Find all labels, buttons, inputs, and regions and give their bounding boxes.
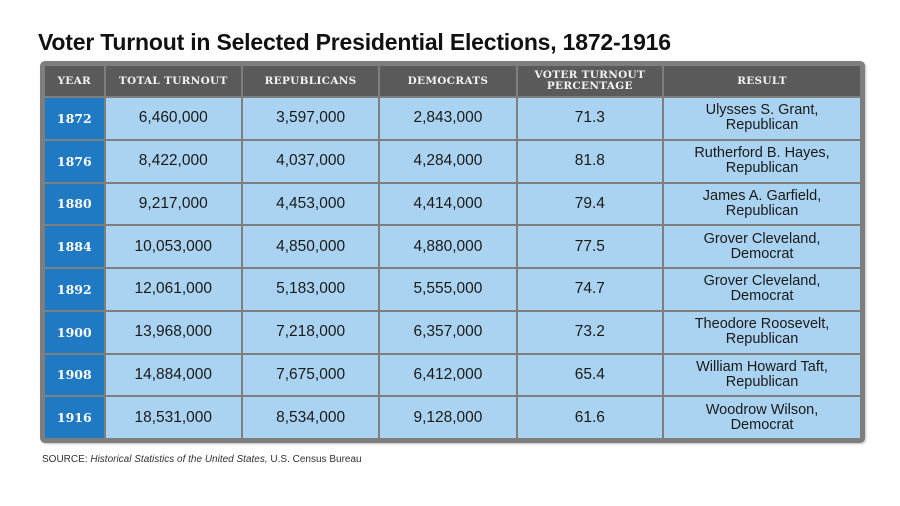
- republicans-cell: 8,534,000: [242, 397, 379, 438]
- year-cell: 1876: [45, 140, 104, 182]
- total-turnout-cell: 12,061,000: [105, 269, 241, 310]
- democrats-cell: 4,414,000: [380, 183, 516, 225]
- column-header-year: Year: [45, 66, 104, 96]
- result-cell: Rutherford B. Hayes, Republican: [664, 140, 860, 182]
- year-cell: 1884: [45, 226, 104, 267]
- column-header-republicans: Republicans: [242, 66, 379, 96]
- result-party: Democrat: [730, 288, 794, 305]
- democrats-cell: 6,357,000: [380, 311, 516, 353]
- total-turnout-cell: 9,217,000: [105, 183, 241, 225]
- total-turnout-cell: 14,884,000: [105, 354, 241, 396]
- table-row: 1892 12,061,000 5,183,000 5,555,000 74.7…: [45, 269, 860, 310]
- result-winner: James A. Garfield,: [702, 187, 822, 204]
- result-cell: William Howard Taft, Republican: [664, 354, 860, 396]
- year-cell: 1880: [45, 183, 104, 225]
- column-header-democrats: Democrats: [380, 66, 516, 96]
- democrats-cell: 6,412,000: [380, 354, 516, 396]
- result-cell: Grover Cleveland, Democrat: [664, 226, 860, 267]
- total-turnout-cell: 18,531,000: [105, 397, 241, 438]
- chart-title: Voter Turnout in Selected Presidential E…: [38, 29, 671, 55]
- total-turnout-cell: 10,053,000: [105, 226, 241, 267]
- result-cell: Grover Cleveland, Democrat: [664, 269, 860, 310]
- table-row: 1916 18,531,000 8,534,000 9,128,000 61.6…: [45, 397, 860, 438]
- democrats-cell: 2,843,000: [380, 98, 516, 139]
- result-winner: Rutherford B. Hayes,: [694, 145, 830, 162]
- total-turnout-cell: 8,422,000: [105, 140, 241, 182]
- result-winner: Woodrow Wilson,: [705, 401, 819, 418]
- table-row: 1880 9,217,000 4,453,000 4,414,000 79.4 …: [45, 183, 860, 225]
- result-party: Democrat: [730, 245, 794, 262]
- result-winner: Theodore Roosevelt,: [694, 316, 830, 333]
- table-row: 1884 10,053,000 4,850,000 4,880,000 77.5…: [45, 226, 860, 267]
- header-row: Year Total Turnout Republicans Democrats…: [45, 66, 860, 96]
- turnout-percentage-cell: 81.8: [517, 140, 663, 182]
- year-cell: 1892: [45, 269, 104, 310]
- source-note: SOURCE: Historical Statistics of the Uni…: [42, 454, 362, 465]
- result-cell: James A. Garfield, Republican: [664, 183, 860, 225]
- turnout-percentage-cell: 79.4: [517, 183, 663, 225]
- turnout-table: Year Total Turnout Republicans Democrats…: [43, 64, 862, 440]
- republicans-cell: 7,675,000: [242, 354, 379, 396]
- republicans-cell: 4,453,000: [242, 183, 379, 225]
- column-header-total-turnout: Total Turnout: [105, 66, 241, 96]
- democrats-cell: 5,555,000: [380, 269, 516, 310]
- democrats-cell: 9,128,000: [380, 397, 516, 438]
- column-header-result: Result: [664, 66, 860, 96]
- republicans-cell: 4,850,000: [242, 226, 379, 267]
- year-cell: 1908: [45, 354, 104, 396]
- turnout-percentage-cell: 73.2: [517, 311, 663, 353]
- total-turnout-cell: 6,460,000: [105, 98, 241, 139]
- column-header-turnout-percentage: Voter Turnout Percentage: [517, 66, 663, 96]
- result-winner: William Howard Taft,: [696, 358, 828, 375]
- source-publisher: U.S. Census Bureau: [270, 454, 362, 465]
- result-cell: Ulysses S. Grant, Republican: [664, 98, 860, 139]
- turnout-percentage-cell: 74.7: [517, 269, 663, 310]
- democrats-cell: 4,880,000: [380, 226, 516, 267]
- result-winner: Grover Cleveland,: [703, 230, 821, 247]
- result-party: Republican: [725, 117, 799, 134]
- result-party: Republican: [725, 373, 799, 390]
- source-title: Historical Statistics of the United Stat…: [90, 454, 268, 465]
- turnout-percentage-cell: 61.6: [517, 397, 663, 438]
- republicans-cell: 4,037,000: [242, 140, 379, 182]
- table-row: 1908 14,884,000 7,675,000 6,412,000 65.4…: [45, 354, 860, 396]
- total-turnout-cell: 13,968,000: [105, 311, 241, 353]
- turnout-percentage-cell: 65.4: [517, 354, 663, 396]
- table-row: 1900 13,968,000 7,218,000 6,357,000 73.2…: [45, 311, 860, 353]
- republicans-cell: 5,183,000: [242, 269, 379, 310]
- table-frame: Year Total Turnout Republicans Democrats…: [40, 61, 865, 443]
- result-party: Democrat: [730, 416, 794, 433]
- year-cell: 1916: [45, 397, 104, 438]
- turnout-percentage-cell: 71.3: [517, 98, 663, 139]
- result-party: Republican: [725, 160, 799, 177]
- table-row: 1872 6,460,000 3,597,000 2,843,000 71.3 …: [45, 98, 860, 139]
- table-row: 1876 8,422,000 4,037,000 4,284,000 81.8 …: [45, 140, 860, 182]
- result-cell: Theodore Roosevelt, Republican: [664, 311, 860, 353]
- result-cell: Woodrow Wilson, Democrat: [664, 397, 860, 438]
- source-label: SOURCE:: [42, 454, 88, 465]
- democrats-cell: 4,284,000: [380, 140, 516, 182]
- result-winner: Ulysses S. Grant,: [705, 102, 819, 119]
- year-cell: 1900: [45, 311, 104, 353]
- republicans-cell: 7,218,000: [242, 311, 379, 353]
- year-cell: 1872: [45, 98, 104, 139]
- result-party: Republican: [725, 202, 799, 219]
- result-party: Republican: [725, 331, 799, 348]
- result-winner: Grover Cleveland,: [703, 273, 821, 290]
- turnout-percentage-cell: 77.5: [517, 226, 663, 267]
- republicans-cell: 3,597,000: [242, 98, 379, 139]
